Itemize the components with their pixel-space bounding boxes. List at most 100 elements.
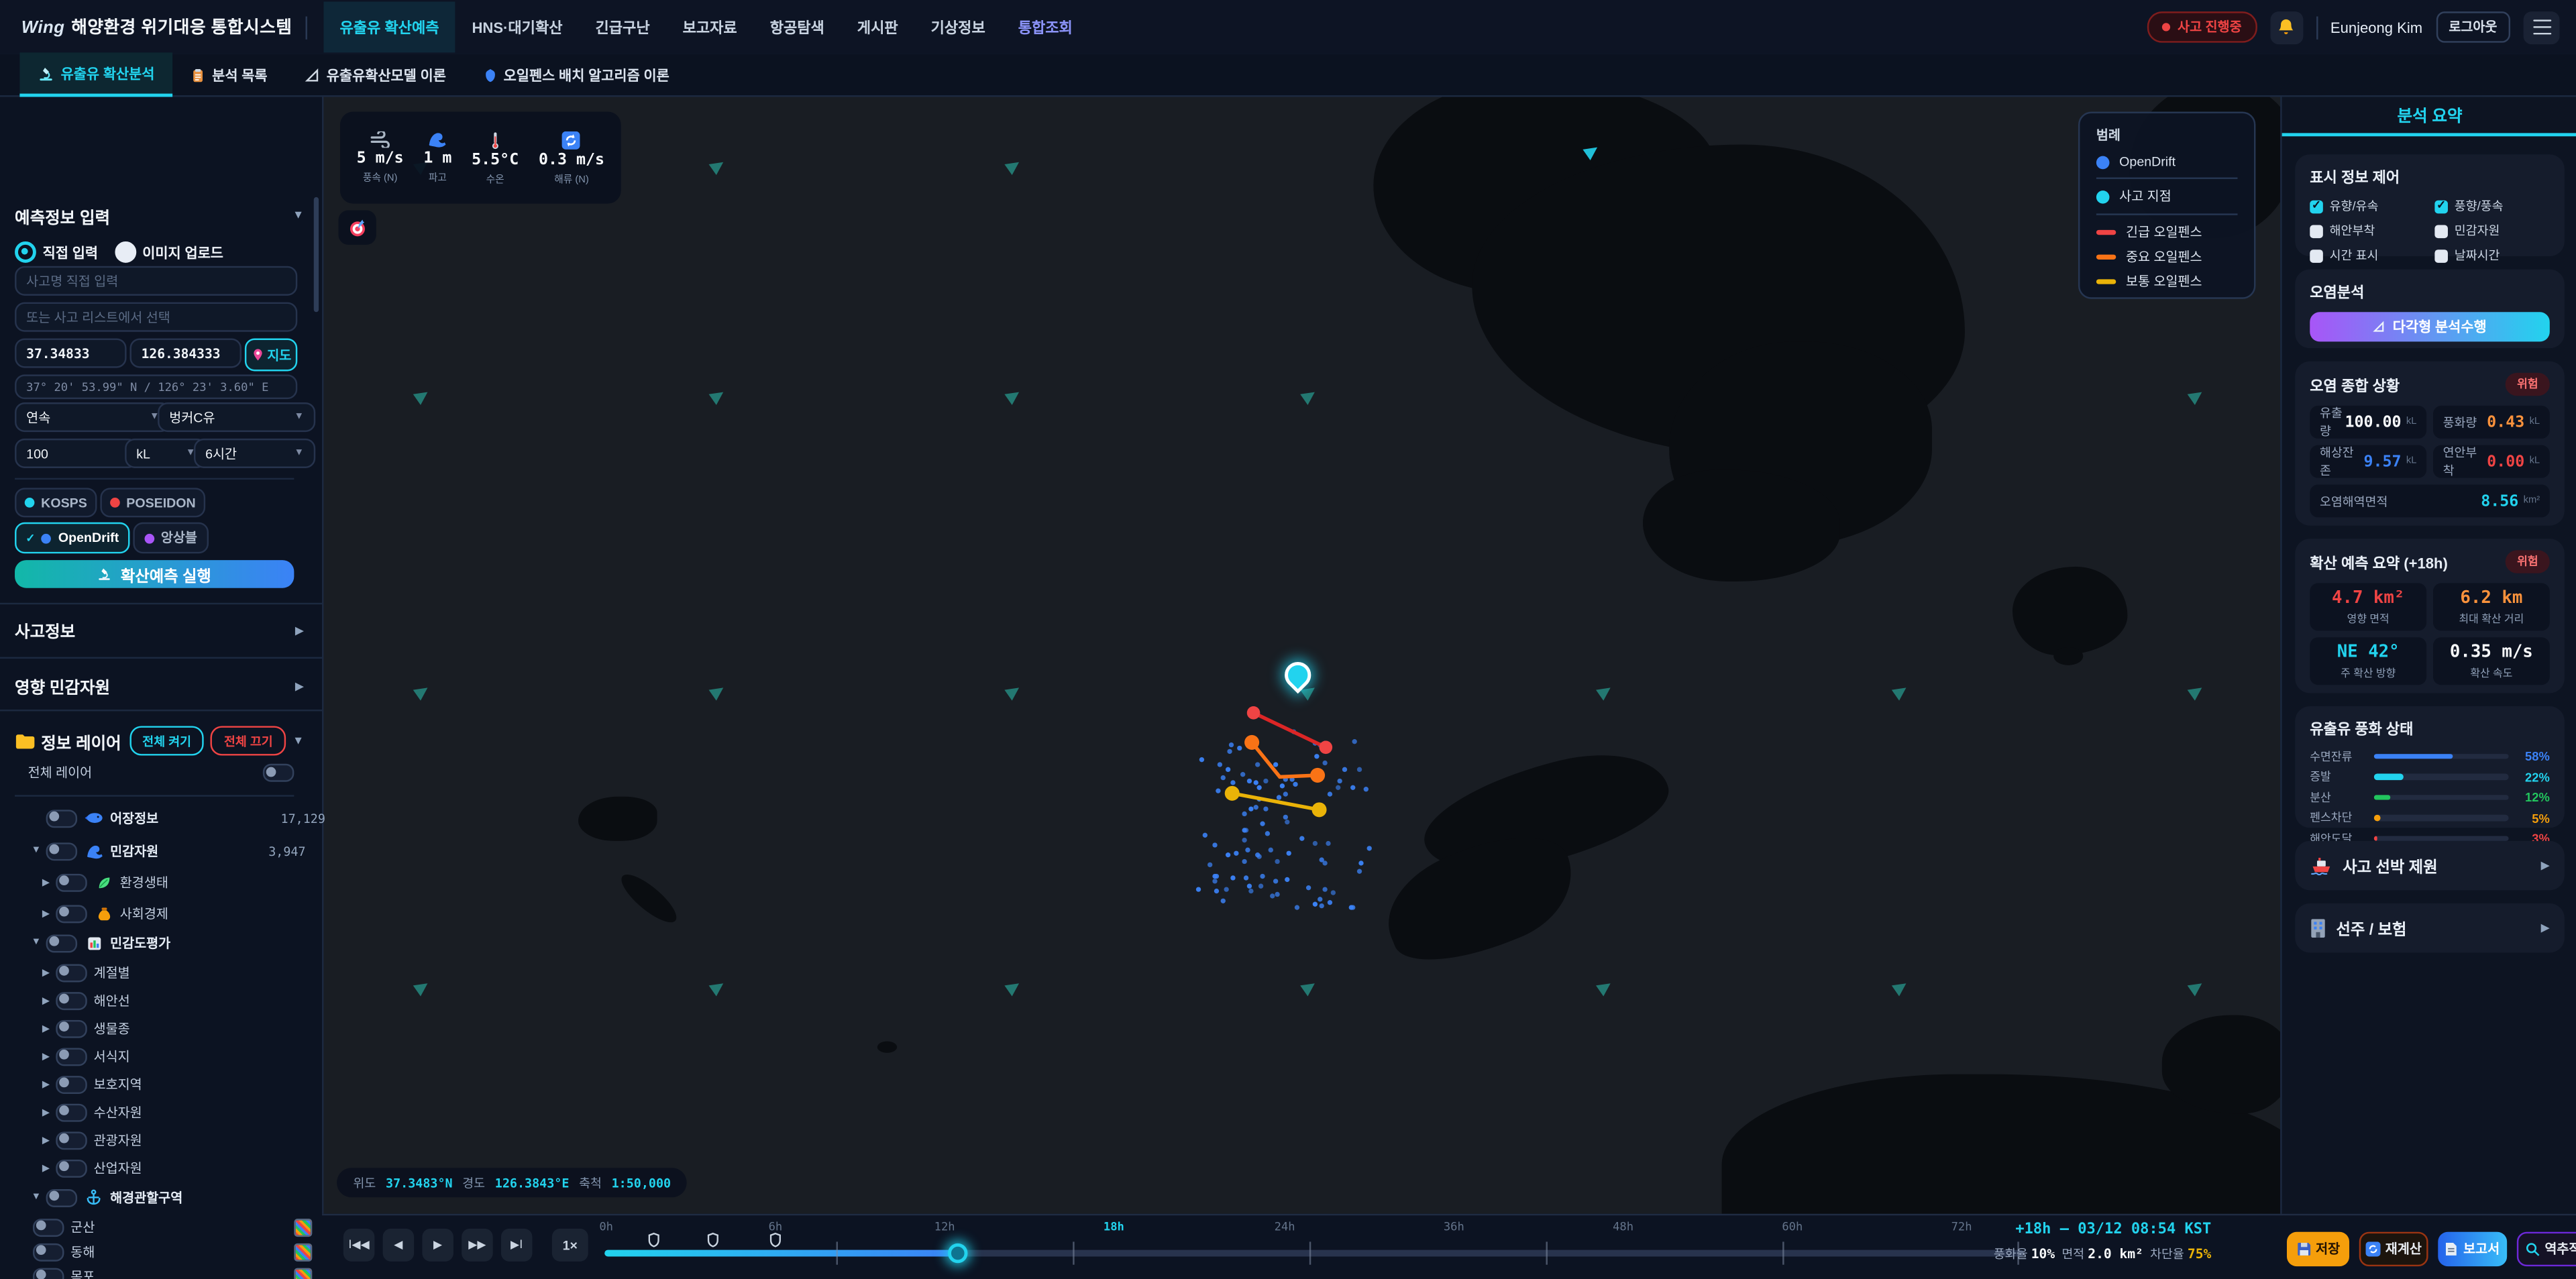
skip-end-button[interactable]: ▶Ⅰ bbox=[500, 1228, 533, 1262]
checkbox-shore[interactable]: 해안부착 bbox=[2310, 222, 2424, 240]
layer-toggle[interactable] bbox=[56, 1103, 87, 1121]
fast-forward-button[interactable]: ▶▶ bbox=[462, 1228, 493, 1262]
all-layers-toggle[interactable] bbox=[262, 763, 294, 782]
chevron-down-icon[interactable]: ▼ bbox=[292, 210, 305, 222]
notifications-button[interactable] bbox=[2269, 10, 2303, 44]
collapse-icon[interactable]: ▼ bbox=[31, 846, 42, 856]
accident-info-section[interactable]: 사고정보 bbox=[15, 624, 76, 643]
zone-legend-icon[interactable] bbox=[294, 1267, 313, 1279]
tab-model-theory[interactable]: 유출유확산모델 이론 bbox=[286, 54, 464, 95]
tab-diffusion-analysis[interactable]: 유출유 확산분석 bbox=[19, 52, 173, 97]
checkbox-current[interactable]: ✓ 유향/유속 bbox=[2310, 197, 2424, 215]
layer-toggle[interactable] bbox=[56, 1131, 87, 1150]
expand-icon[interactable]: ▶ bbox=[42, 1164, 50, 1174]
nav-reports[interactable]: 보고자료 bbox=[682, 19, 737, 36]
accident-name-input[interactable]: 사고명 직접 입력 bbox=[15, 266, 298, 296]
layer-toggle[interactable] bbox=[56, 991, 87, 1009]
tab-boom-algorithm-theory[interactable]: 오일펜스 배치 알고리즘 이론 bbox=[464, 54, 688, 95]
layer-toggle[interactable] bbox=[56, 873, 87, 891]
layer-toggle[interactable] bbox=[32, 1242, 64, 1261]
latitude-input[interactable]: 37.34833 bbox=[15, 338, 127, 368]
model-opendrift-button[interactable]: ✓ OpenDrift bbox=[15, 522, 130, 554]
nav-integrated[interactable]: 통합조회 bbox=[1018, 19, 1073, 36]
zone-legend-icon[interactable] bbox=[294, 1242, 313, 1261]
chevron-down-icon[interactable]: ▼ bbox=[292, 734, 305, 747]
model-kosps-button[interactable]: KOSPS bbox=[15, 488, 97, 518]
expand-icon[interactable]: ▶ bbox=[42, 909, 50, 920]
timeline-track[interactable] bbox=[604, 1232, 2025, 1265]
nav-rescue[interactable]: 긴급구난 bbox=[595, 19, 650, 36]
spill-type-select[interactable]: 연속 ▼ bbox=[15, 402, 171, 433]
run-prediction-button[interactable]: 확산예측 실행 bbox=[15, 560, 294, 588]
backtrack-button[interactable]: 역추적 bbox=[2516, 1231, 2576, 1267]
zone-legend-icon[interactable] bbox=[294, 1217, 313, 1236]
fence-deploy-marker-icon[interactable] bbox=[769, 1227, 782, 1256]
nav-oil-spill[interactable]: 유출유 확산예측 bbox=[323, 1, 456, 53]
impact-resources-section[interactable]: 영향 민감자원 bbox=[15, 679, 111, 698]
model-ensemble-button[interactable]: 앙상블 bbox=[133, 522, 209, 554]
logout-button[interactable]: 로그아웃 bbox=[2435, 11, 2511, 43]
fence-deploy-marker-icon[interactable] bbox=[706, 1227, 720, 1256]
oil-type-select[interactable]: 벙커C유 ▼ bbox=[158, 402, 316, 433]
layer-toggle[interactable] bbox=[46, 842, 78, 860]
chevron-right-icon[interactable]: ▶ bbox=[294, 624, 305, 636]
expand-icon[interactable]: ▶ bbox=[42, 1135, 50, 1146]
layer-toggle[interactable] bbox=[56, 1047, 87, 1066]
nav-hns[interactable]: HNS·대기확산 bbox=[472, 19, 563, 36]
longitude-input[interactable]: 126.384333 bbox=[129, 338, 242, 368]
skip-start-button[interactable]: Ⅰ◀◀ bbox=[343, 1228, 375, 1262]
checkbox-sensitive[interactable]: 민감자원 bbox=[2434, 222, 2549, 240]
layer-toggle[interactable] bbox=[46, 809, 78, 828]
fence-deploy-marker-icon[interactable] bbox=[647, 1227, 661, 1256]
layer-toggle[interactable] bbox=[56, 1158, 87, 1177]
menu-button[interactable] bbox=[2523, 10, 2560, 44]
model-poseidon-button[interactable]: POSEIDON bbox=[100, 488, 206, 518]
collapse-icon[interactable]: ▼ bbox=[31, 938, 42, 948]
play-button[interactable]: ▶ bbox=[422, 1228, 453, 1262]
collapse-icon[interactable]: ▼ bbox=[31, 1192, 42, 1203]
layer-toggle[interactable] bbox=[32, 1267, 64, 1279]
step-back-button[interactable]: ◀ bbox=[382, 1228, 415, 1262]
expand-icon[interactable]: ▶ bbox=[42, 968, 50, 979]
tab-analysis-list[interactable]: 분석 목록 bbox=[172, 54, 285, 95]
expand-icon[interactable]: ▶ bbox=[42, 1080, 50, 1090]
accident-list-select[interactable]: 또는 사고 리스트에서 선택 bbox=[15, 302, 298, 332]
checkbox-time[interactable]: 시간 표시 bbox=[2310, 246, 2424, 264]
checkbox-datetime[interactable]: 날짜시간 bbox=[2434, 246, 2549, 264]
save-button[interactable]: 저장 bbox=[2286, 1231, 2350, 1267]
recenter-target-button[interactable] bbox=[338, 210, 376, 245]
owner-insurance-card[interactable]: 선주 / 보험 ▶ bbox=[2295, 903, 2565, 953]
nav-weather[interactable]: 기상정보 bbox=[930, 19, 985, 36]
report-button[interactable]: 보고서 bbox=[2438, 1231, 2508, 1267]
checkbox-wind[interactable]: ✓ 풍향/풍속 bbox=[2434, 197, 2549, 215]
radio-image-upload[interactable] bbox=[114, 241, 136, 263]
polygon-analysis-button[interactable]: 다각형 분석수행 bbox=[2310, 312, 2550, 342]
layer-toggle[interactable] bbox=[32, 1217, 64, 1236]
expand-icon[interactable]: ▶ bbox=[42, 1023, 50, 1034]
vessel-spec-card[interactable]: 사고 선박 제원 ▶ bbox=[2295, 840, 2565, 891]
nav-aerial-search[interactable]: 항공탐색 bbox=[769, 19, 824, 36]
layer-toggle[interactable] bbox=[46, 934, 78, 952]
expand-icon[interactable]: ▶ bbox=[42, 877, 50, 888]
duration-select[interactable]: 6시간 ▼ bbox=[193, 438, 316, 468]
map-canvas[interactable]: 5 m/s 풍속 (N) 1 m 파고 5.5°C 수온 0.3 m/s 해류 (N) … bbox=[322, 95, 2281, 1214]
sidebar-scrollbar[interactable] bbox=[313, 197, 319, 313]
layer-toggle[interactable] bbox=[46, 1188, 78, 1207]
nav-board[interactable]: 게시판 bbox=[857, 19, 898, 36]
speed-button[interactable]: 1× bbox=[551, 1228, 588, 1262]
all-layers-off-button[interactable]: 전체 끄기 bbox=[211, 726, 286, 756]
radio-direct-input[interactable] bbox=[15, 241, 36, 263]
map-pick-button[interactable]: 지도 bbox=[244, 338, 298, 372]
chevron-right-icon[interactable]: ▶ bbox=[294, 681, 305, 693]
expand-icon[interactable]: ▶ bbox=[42, 1107, 50, 1118]
layer-toggle[interactable] bbox=[56, 904, 87, 923]
expand-icon[interactable]: ▶ bbox=[42, 996, 50, 1007]
all-layers-on-button[interactable]: 전체 켜기 bbox=[129, 726, 205, 756]
layer-toggle[interactable] bbox=[56, 1019, 87, 1038]
recalculate-button[interactable]: 재계산 bbox=[2359, 1231, 2428, 1267]
expand-icon[interactable]: ▶ bbox=[42, 1052, 50, 1062]
layer-toggle[interactable] bbox=[56, 963, 87, 982]
layer-toggle[interactable] bbox=[56, 1074, 87, 1093]
timeline-thumb[interactable] bbox=[948, 1243, 968, 1264]
amount-input[interactable]: 100 bbox=[15, 438, 138, 468]
